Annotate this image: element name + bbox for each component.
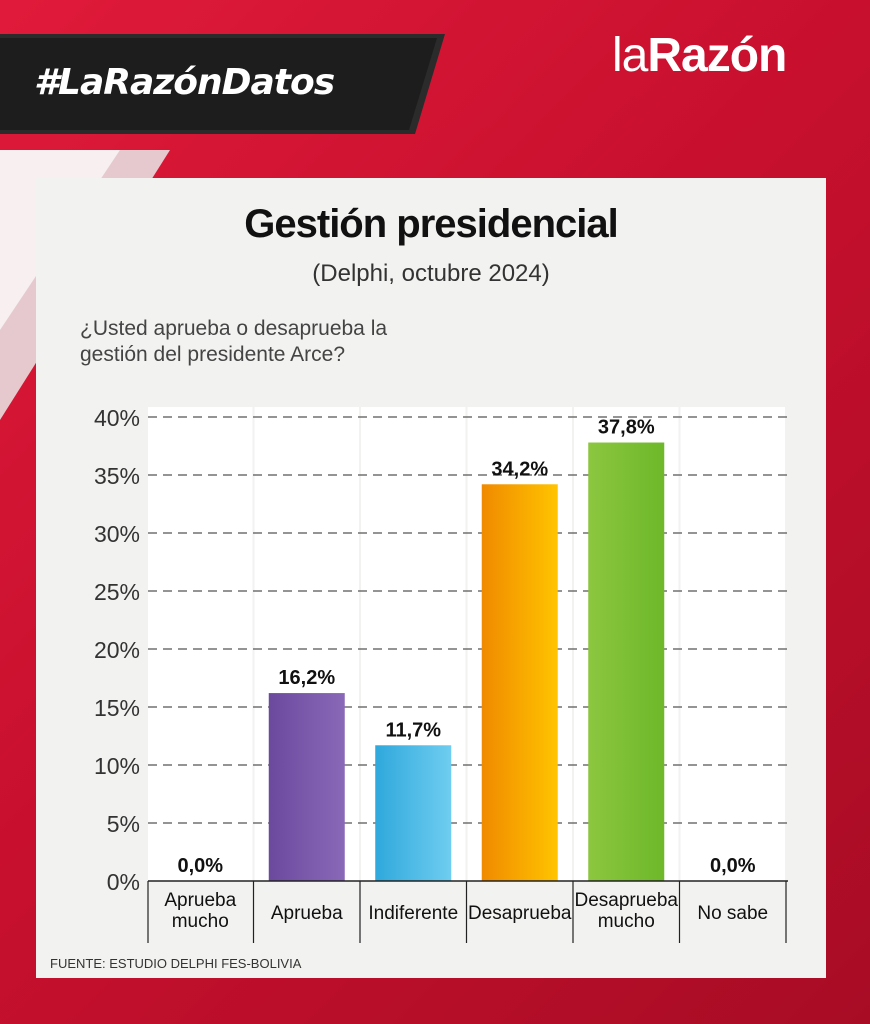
category-label: Desaprueba [574, 890, 678, 911]
source-note: FUENTE: ESTUDIO DELPHI FES-BOLIVIA [50, 956, 302, 971]
survey-question: ¿Usted aprueba o desaprueba la gestión d… [80, 317, 388, 366]
chart-subtitle: (Delphi, octubre 2024) [312, 260, 550, 287]
y-tick-label: 15% [94, 695, 140, 721]
data-label: 37,8% [598, 417, 655, 439]
category-label: Aprueba [164, 890, 236, 911]
bar [268, 693, 345, 881]
data-label: 11,7% [385, 719, 441, 741]
y-tick-label: 25% [94, 579, 140, 605]
data-label: 0,0% [177, 855, 223, 877]
category-label: Aprueba [271, 903, 343, 924]
bar [481, 484, 558, 881]
category-label: mucho [172, 911, 229, 932]
category-label: No sabe [697, 903, 768, 924]
category-label: Indiferente [368, 903, 458, 924]
chart-card: Gestión presidencial (Delphi, octubre 20… [36, 178, 826, 978]
y-tick-label: 5% [107, 811, 140, 837]
category-label: Desaprueba [468, 903, 572, 924]
category-label: mucho [598, 911, 655, 932]
hashtag-banner [0, 34, 445, 134]
brand-logo: laRazón [612, 28, 787, 83]
column-background [148, 407, 253, 881]
chart-title: Gestión presidencial [244, 202, 618, 246]
y-tick-label: 30% [94, 521, 140, 547]
data-label: 34,2% [491, 458, 548, 480]
logo-razon: Razón [647, 29, 787, 82]
y-tick-label: 10% [94, 753, 140, 779]
y-tick-label: 40% [94, 405, 140, 431]
hashtag-label: #LaRazónDatos [34, 62, 335, 103]
logo-la: la [612, 29, 648, 82]
column-background [680, 407, 785, 881]
data-label: 0,0% [710, 855, 756, 877]
y-tick-label: 0% [107, 869, 140, 895]
y-tick-label: 35% [94, 463, 140, 489]
bar-chart: 0% 5% 10% 15% 20% 25% 30% 35% 40% 0,0% 16,2% 11,7% 3… [94, 405, 788, 943]
bar [375, 745, 452, 881]
bar [588, 442, 665, 881]
y-tick-label: 20% [94, 637, 140, 663]
data-label: 16,2% [278, 667, 335, 689]
